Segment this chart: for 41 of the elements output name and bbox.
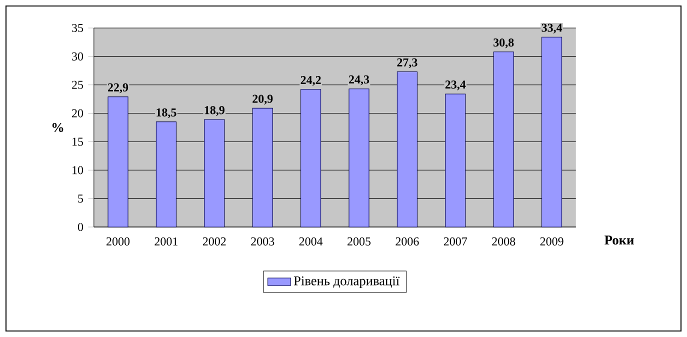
bar bbox=[542, 36, 562, 228]
x-tick-label: 2001 bbox=[154, 237, 178, 246]
bar bbox=[156, 122, 176, 228]
text: 24,2 bbox=[300, 76, 321, 86]
x-axis-title: Роки bbox=[604, 236, 634, 245]
x-tick-label: 2003 bbox=[251, 237, 274, 246]
y-tick-label: 5 bbox=[78, 194, 84, 203]
bar bbox=[300, 89, 322, 228]
x-tick-label: 2009 bbox=[540, 237, 564, 246]
legend-label: Рівень доларивації bbox=[294, 276, 400, 288]
text: 18,5 bbox=[156, 108, 176, 118]
y-axis-title: % bbox=[52, 122, 64, 132]
text: 27,3 bbox=[397, 58, 418, 68]
y-tick-label: 10 bbox=[72, 166, 84, 174]
x-tick-label: 2004 bbox=[299, 237, 323, 246]
bar bbox=[396, 72, 418, 228]
bar bbox=[348, 88, 370, 228]
x-tick-label: 2008 bbox=[492, 237, 516, 246]
y-tick-label: 0 bbox=[78, 222, 84, 232]
y-tick-label: 25 bbox=[72, 80, 84, 89]
text: 22,9 bbox=[108, 83, 128, 94]
x-tick-label: 2007 bbox=[444, 237, 468, 246]
bar bbox=[108, 96, 128, 228]
y-tick-label: 35 bbox=[72, 24, 84, 32]
bar bbox=[252, 108, 273, 228]
bar bbox=[204, 119, 225, 228]
y-tick-label: 20 bbox=[72, 109, 84, 118]
x-tick-label: 2006 bbox=[396, 237, 419, 246]
bar bbox=[445, 94, 466, 228]
y-tick-label: 30 bbox=[72, 52, 84, 60]
x-tick-label: 2000 bbox=[106, 237, 130, 246]
text: 24,3 bbox=[349, 75, 370, 86]
text: 20,9 bbox=[252, 94, 273, 105]
text: 18,9 bbox=[204, 106, 224, 116]
text: 33,4 bbox=[542, 24, 562, 34]
x-tick-label: 2002 bbox=[202, 237, 226, 246]
x-tick-label: 2005 bbox=[348, 237, 371, 246]
bar bbox=[493, 52, 514, 228]
y-tick-label: 15 bbox=[72, 138, 84, 146]
text: 23,4 bbox=[445, 80, 466, 90]
text: 30,8 bbox=[494, 38, 514, 48]
